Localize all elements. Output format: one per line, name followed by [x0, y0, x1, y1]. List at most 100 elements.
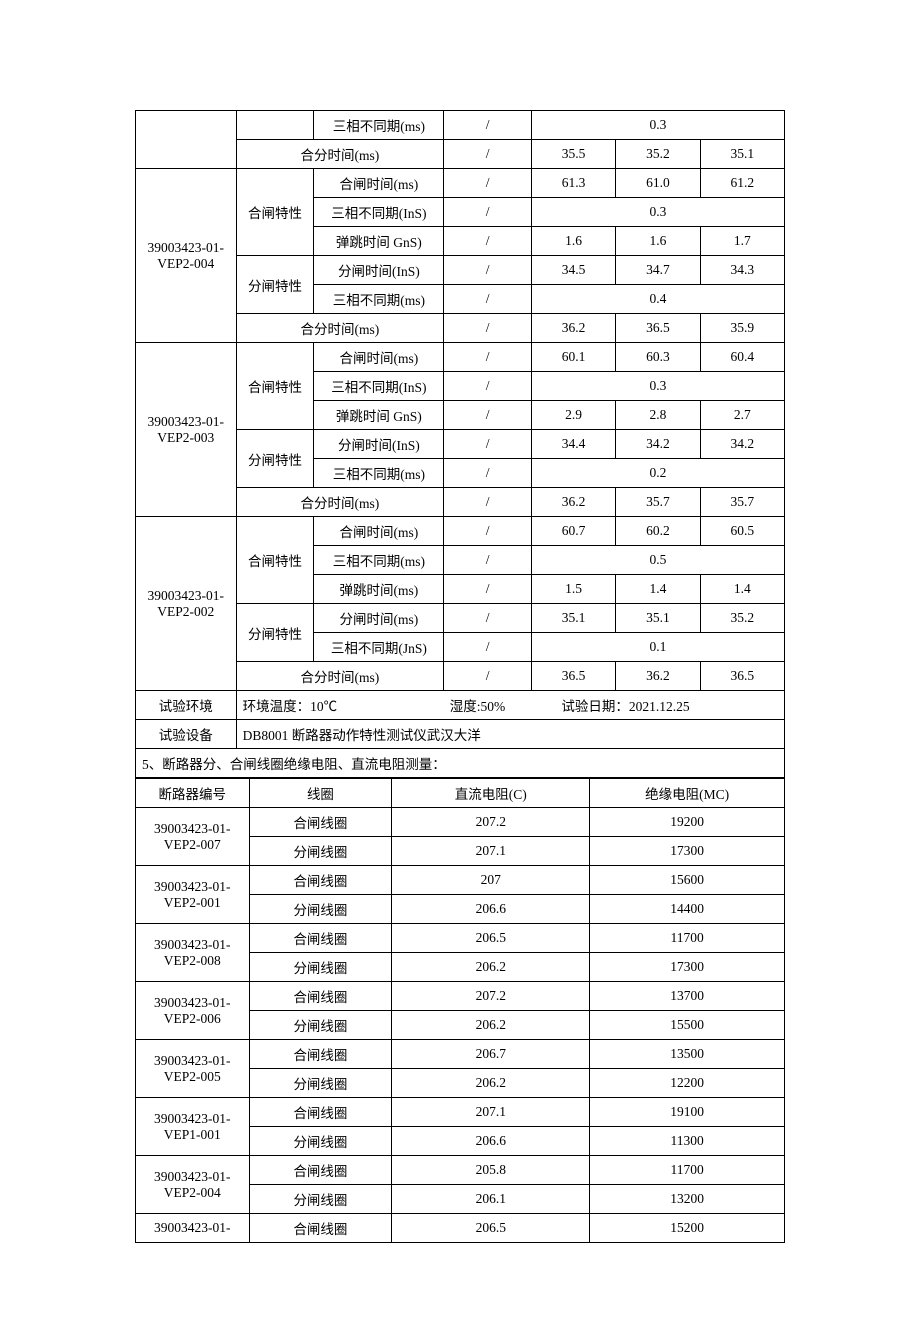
env-humidity: 湿度:50%: [444, 691, 532, 720]
table-row: 39003423-01- VEP1-001 合闸线圈 207.1 19100: [136, 1098, 785, 1127]
device-id-cell: 39003423-01-: [136, 1214, 250, 1243]
slash-cell: /: [444, 285, 532, 314]
value-cell: 35.7: [616, 488, 700, 517]
dc-value: 206.2: [392, 1011, 590, 1040]
table-row: 39003423-01- VEP2-002 合闸特性 合闸时间(ms) / 60…: [136, 517, 785, 546]
param-cell: 弹跳时间(ms): [314, 575, 444, 604]
table-row: 39003423-01- VEP2-007 合闸线圈 207.2 19200: [136, 808, 785, 837]
dc-value: 206.5: [392, 1214, 590, 1243]
close-char-cell: 合闸特性: [236, 343, 314, 430]
param-cell: 三相不同期(JnS): [314, 633, 444, 662]
slash-cell: /: [444, 430, 532, 459]
value-cell: 34.2: [700, 430, 784, 459]
coil-type: 分闸线圈: [249, 1069, 392, 1098]
coil-type: 合闸线圈: [249, 866, 392, 895]
dc-value: 207.2: [392, 982, 590, 1011]
slash-cell: /: [444, 343, 532, 372]
ins-value: 17300: [590, 837, 785, 866]
equip-row: 试验设备 DB8001 断路器动作特性测试仪武汉大洋: [136, 720, 785, 749]
ins-value: 13700: [590, 982, 785, 1011]
slash-cell: /: [444, 662, 532, 691]
value-cell: 36.5: [531, 662, 615, 691]
value-cell: 61.3: [531, 169, 615, 198]
merge-time-label: 合分时间(ms): [236, 314, 444, 343]
value-cell: 35.7: [700, 488, 784, 517]
device-id-cell: 39003423-01- VEP2-006: [136, 982, 250, 1040]
coil-resistance-table: 断路器编号 线圈 直流电阻(C) 绝缘电阻(MC) 39003423-01- V…: [135, 778, 785, 1243]
ins-value: 12200: [590, 1069, 785, 1098]
device-id-cell: [136, 111, 237, 169]
ins-value: 13500: [590, 1040, 785, 1069]
dc-value: 206.7: [392, 1040, 590, 1069]
value-cell: 0.5: [531, 546, 784, 575]
value-cell: 61.0: [616, 169, 700, 198]
dc-value: 205.8: [392, 1156, 590, 1185]
value-cell: 35.1: [531, 604, 615, 633]
value-cell: 34.7: [616, 256, 700, 285]
coil-type: 分闸线圈: [249, 1127, 392, 1156]
ins-value: 11700: [590, 1156, 785, 1185]
value-cell: 35.9: [700, 314, 784, 343]
value-cell: 36.5: [616, 314, 700, 343]
dc-value: 206.2: [392, 1069, 590, 1098]
coil-type: 合闸线圈: [249, 808, 392, 837]
value-cell: 61.2: [700, 169, 784, 198]
value-cell: 35.2: [616, 140, 700, 169]
value-cell: 60.1: [531, 343, 615, 372]
value-cell: 1.6: [616, 227, 700, 256]
dc-value: 207.2: [392, 808, 590, 837]
slash-cell: /: [444, 459, 532, 488]
coil-type: 合闸线圈: [249, 1156, 392, 1185]
header-dc: 直流电阻(C): [392, 779, 590, 808]
device-id-cell: 39003423-01- VEP2-005: [136, 1040, 250, 1098]
header-ins: 绝缘电阻(MC): [590, 779, 785, 808]
env-date: 试验日期：2021.12.25: [531, 691, 784, 720]
value-cell: 1.6: [531, 227, 615, 256]
env-temp: 环境温度：10℃: [236, 691, 444, 720]
close-char-cell: 合闸特性: [236, 517, 314, 604]
table-row: 39003423-01- VEP2-004 合闸特性 合闸时间(ms) / 61…: [136, 169, 785, 198]
value-cell: 36.2: [616, 662, 700, 691]
value-cell: 0.1: [531, 633, 784, 662]
value-cell: 2.8: [616, 401, 700, 430]
merge-time-label: 合分时间(ms): [236, 140, 444, 169]
param-cell: 三相不同期(ms): [314, 285, 444, 314]
open-char-cell: 分闸特性: [236, 256, 314, 314]
slash-cell: /: [444, 256, 532, 285]
value-cell: 2.9: [531, 401, 615, 430]
ins-value: 13200: [590, 1185, 785, 1214]
device-id-cell: 39003423-01- VEP2-001: [136, 866, 250, 924]
ins-value: 19100: [590, 1098, 785, 1127]
ins-value: 15600: [590, 866, 785, 895]
value-cell: 60.2: [616, 517, 700, 546]
value-cell: 60.4: [700, 343, 784, 372]
table-row: 三相不同期(ms) / 0.3: [136, 111, 785, 140]
ins-value: 11300: [590, 1127, 785, 1156]
slash-cell: /: [444, 604, 532, 633]
coil-type: 分闸线圈: [249, 1185, 392, 1214]
equip-label: 试验设备: [136, 720, 237, 749]
value-cell: 60.5: [700, 517, 784, 546]
slash-cell: /: [444, 401, 532, 430]
coil-type: 合闸线圈: [249, 982, 392, 1011]
slash-cell: /: [444, 633, 532, 662]
env-row: 试验环境 环境温度：10℃ 湿度:50% 试验日期：2021.12.25: [136, 691, 785, 720]
value-cell: 36.5: [700, 662, 784, 691]
value-cell: 34.3: [700, 256, 784, 285]
coil-type: 分闸线圈: [249, 895, 392, 924]
param-cell: 三相不同期(InS): [314, 372, 444, 401]
slash-cell: /: [444, 111, 532, 140]
equip-value: DB8001 断路器动作特性测试仪武汉大洋: [236, 720, 784, 749]
dc-value: 207.1: [392, 837, 590, 866]
coil-type: 分闸线圈: [249, 1011, 392, 1040]
device-id-cell: 39003423-01- VEP2-004: [136, 1156, 250, 1214]
param-cell: 弹跳时间 GnS): [314, 401, 444, 430]
param-cell: 分闸时间(InS): [314, 430, 444, 459]
table-row: 39003423-01- VEP2-006 合闸线圈 207.2 13700: [136, 982, 785, 1011]
value-cell: 35.2: [700, 604, 784, 633]
value-cell: 60.3: [616, 343, 700, 372]
device-id-cell: 39003423-01- VEP2-004: [136, 169, 237, 343]
table-row: 39003423-01- VEP2-005 合闸线圈 206.7 13500: [136, 1040, 785, 1069]
value-cell: 34.5: [531, 256, 615, 285]
device-id-cell: 39003423-01- VEP2-003: [136, 343, 237, 517]
